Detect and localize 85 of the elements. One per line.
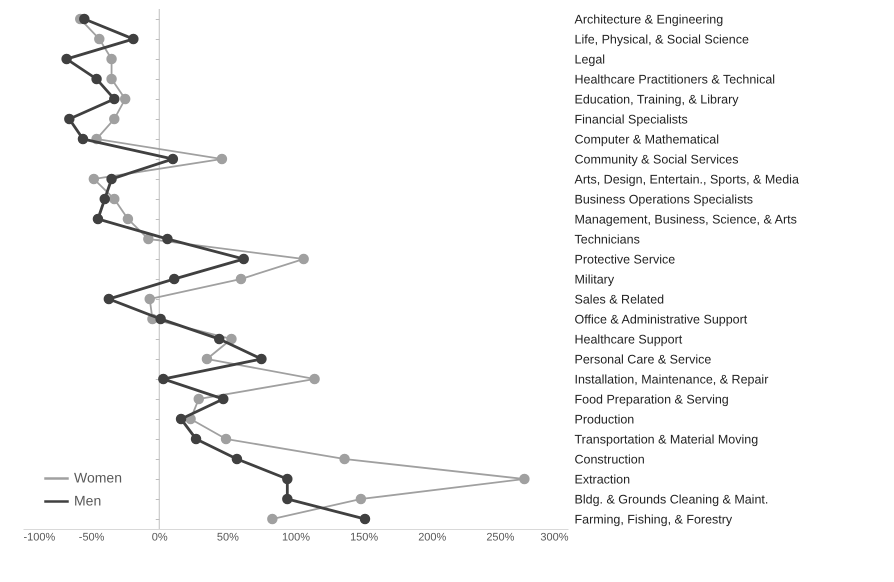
- point: [109, 194, 120, 204]
- y-tick-label: Education, Training, & Library: [574, 92, 740, 106]
- y-tick-label: Financial Specialists: [574, 112, 688, 126]
- point: [106, 74, 117, 84]
- point: [128, 34, 139, 44]
- point: [256, 354, 267, 364]
- legend-label: Men: [74, 492, 102, 508]
- y-tick-label: Legal: [574, 52, 606, 66]
- y-tick-label: Protective Service: [574, 252, 676, 266]
- y-tick-label: Architecture & Engineering: [574, 12, 724, 26]
- point: [109, 114, 120, 124]
- x-tick-label: 0%: [152, 532, 168, 544]
- point: [120, 94, 130, 104]
- x-tick-label: -100%: [24, 532, 56, 544]
- y-tick-label: Construction: [574, 452, 645, 466]
- y-tick-label: Transportation & Material Moving: [574, 432, 758, 446]
- x-tick-label: 150%: [350, 532, 378, 544]
- x-tick-label: 50%: [216, 532, 240, 544]
- y-tick-label: Farming, Fishing, & Forestry: [574, 512, 733, 526]
- point: [158, 374, 169, 384]
- point: [309, 374, 320, 384]
- y-tick-label: Production: [574, 412, 634, 426]
- point: [104, 294, 114, 304]
- point: [214, 334, 224, 344]
- point: [218, 394, 229, 404]
- y-tick-label: Management, Business, Science, & Arts: [574, 212, 797, 226]
- point: [106, 54, 117, 64]
- point: [94, 34, 105, 44]
- point: [144, 294, 155, 304]
- y-tick-label: Computer & Mathematical: [574, 132, 720, 146]
- y-tick-label: Business Operations Specialists: [574, 192, 754, 206]
- x-tick-label: -50%: [78, 532, 105, 544]
- point: [168, 274, 180, 284]
- y-tick-label: Installation, Maintenance, & Repair: [574, 372, 768, 386]
- y-tick-label: Sales & Related: [574, 292, 664, 306]
- x-tick-label: 200%: [418, 532, 447, 544]
- x-tick-label: 250%: [486, 532, 515, 544]
- point: [91, 74, 102, 84]
- point: [122, 214, 134, 224]
- point: [282, 474, 293, 484]
- x-tick-label: 300%: [540, 532, 569, 544]
- point: [226, 334, 237, 344]
- point: [190, 434, 202, 444]
- point: [162, 234, 173, 244]
- point: [519, 474, 530, 484]
- point: [78, 134, 88, 144]
- point: [194, 394, 204, 404]
- point: [267, 514, 278, 524]
- point: [360, 514, 370, 524]
- y-tick-label: Bldg. & Grounds Cleaning & Maint.: [574, 492, 768, 506]
- point: [202, 354, 212, 364]
- point: [216, 154, 228, 164]
- point: [106, 174, 117, 184]
- point: [339, 454, 350, 464]
- point: [79, 14, 90, 24]
- y-tick-label: Arts, Design, Entertain., Sports, & Media: [574, 172, 799, 186]
- point: [236, 274, 246, 284]
- point: [176, 414, 186, 424]
- y-tick-label: Life, Physical, & Social Science: [574, 32, 749, 46]
- point: [109, 94, 120, 104]
- y-tick-label: Healthcare Practitioners & Technical: [574, 72, 776, 86]
- point: [61, 54, 72, 64]
- point: [168, 154, 178, 164]
- point: [100, 194, 110, 204]
- y-tick-label: Military: [574, 272, 615, 286]
- point: [298, 254, 309, 264]
- point: [356, 494, 366, 504]
- point: [143, 234, 154, 244]
- y-tick-label: Healthcare Support: [574, 332, 683, 346]
- point: [92, 214, 104, 224]
- y-tick-label: Community & Social Services: [574, 152, 738, 166]
- y-tick-label: Technicians: [574, 232, 640, 246]
- y-tick-label: Food Preparation & Serving: [574, 392, 729, 406]
- point: [220, 434, 232, 444]
- y-tick-label: Personal Care & Service: [574, 352, 712, 366]
- point: [88, 174, 100, 184]
- point: [282, 494, 293, 504]
- y-tick-label: Office & Administrative Support: [574, 312, 748, 326]
- point: [232, 454, 242, 464]
- legend-label: Women: [74, 470, 122, 486]
- point: [64, 114, 75, 124]
- point: [238, 254, 249, 264]
- x-tick-label: 100%: [282, 532, 310, 544]
- point: [155, 314, 166, 324]
- y-tick-label: Extraction: [574, 472, 630, 486]
